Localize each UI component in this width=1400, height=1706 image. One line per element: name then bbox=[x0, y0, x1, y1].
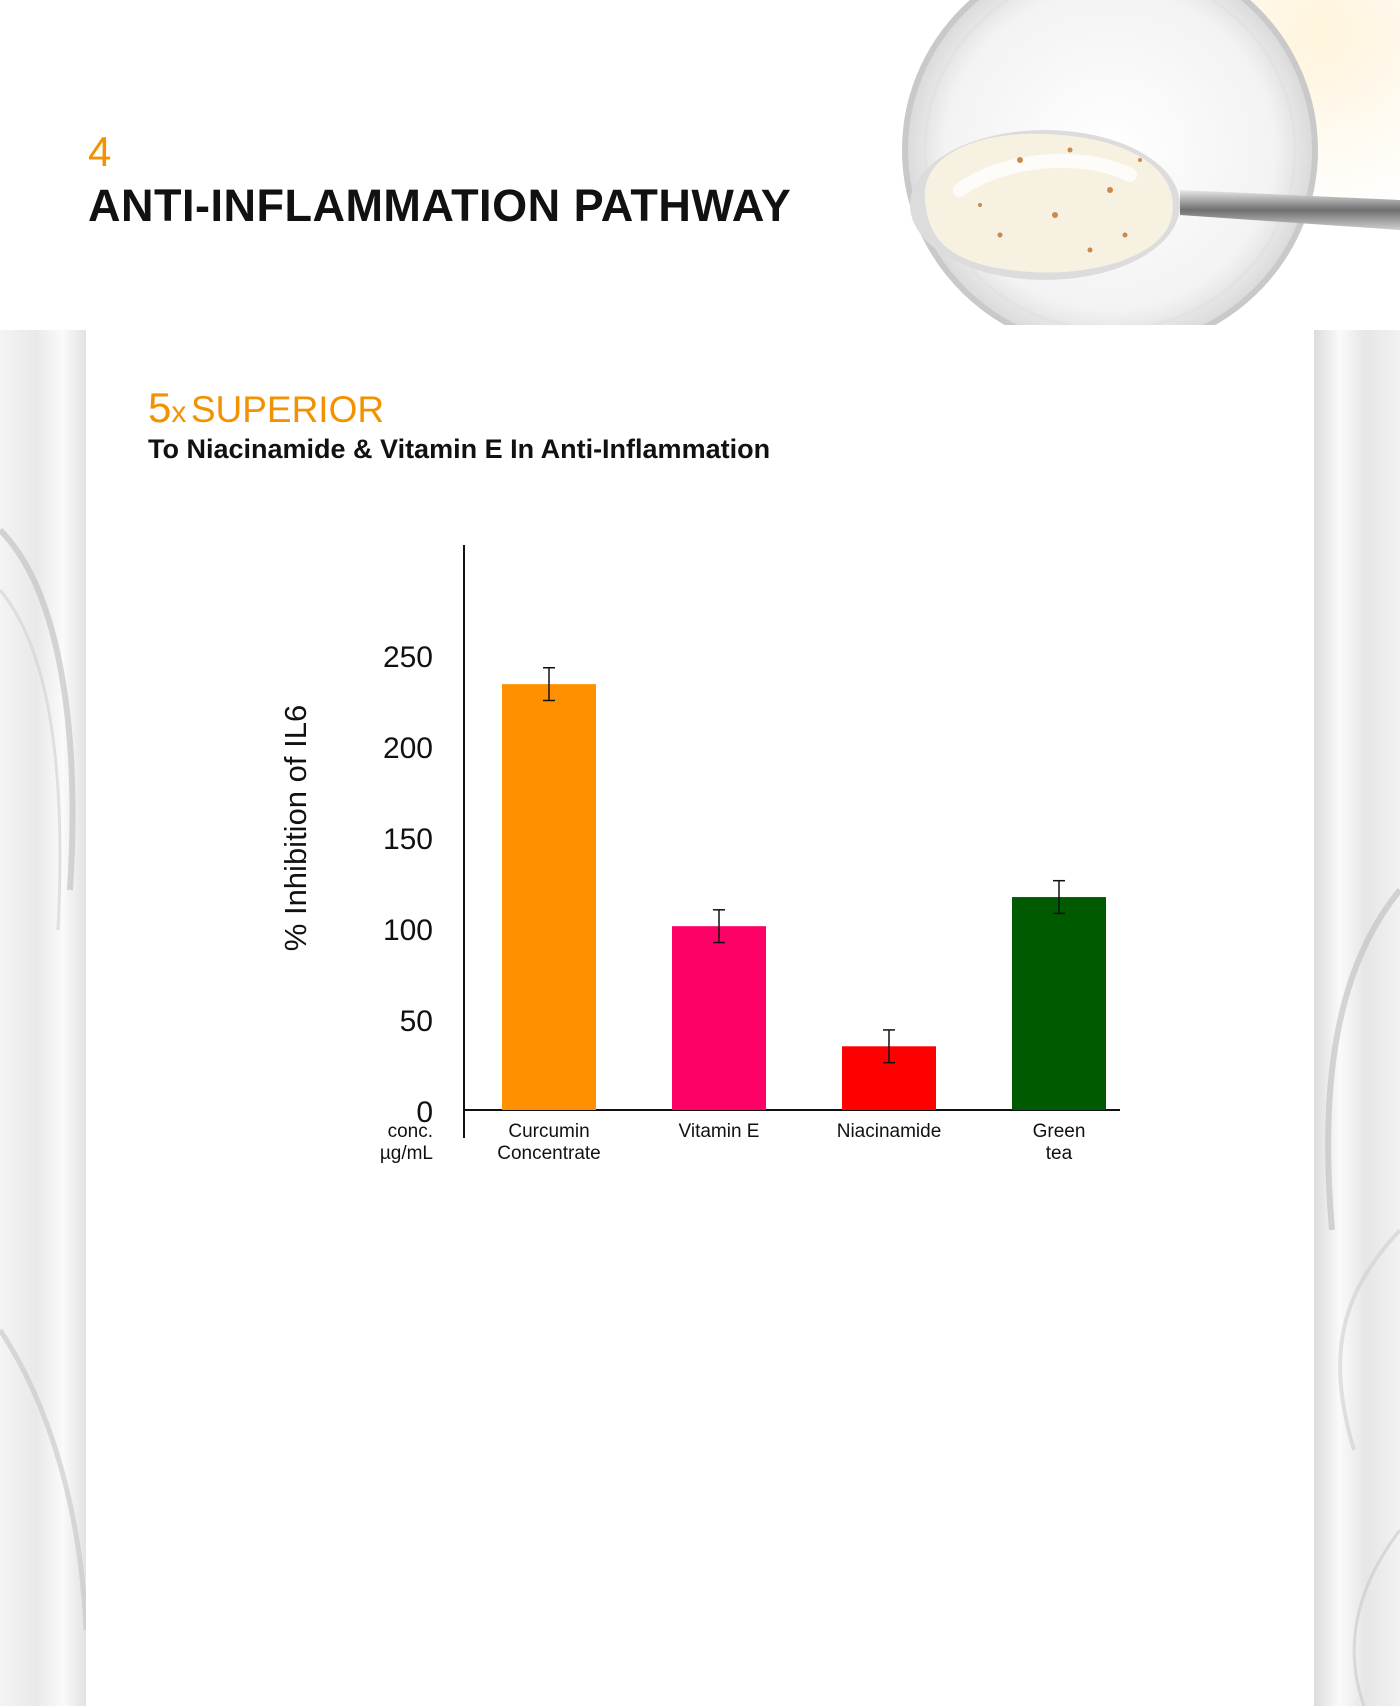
headline: 5x SUPERIOR bbox=[148, 384, 384, 432]
section-title: ANTI-INFLAMMATION PATHWAY bbox=[88, 180, 792, 231]
headline-word: SUPERIOR bbox=[190, 389, 385, 430]
section-number: 4 bbox=[88, 128, 112, 175]
subheadline: To Niacinamide & Vitamin E In Anti-Infla… bbox=[148, 434, 771, 464]
content-card bbox=[86, 325, 1314, 1706]
headline-multiplier-suffix: x bbox=[171, 396, 187, 429]
background-glass-right bbox=[1314, 330, 1400, 1706]
headline-multiplier: 5 bbox=[148, 384, 172, 431]
cream-spoon-dish-image bbox=[880, 0, 1400, 325]
background-glass-left bbox=[0, 330, 90, 1706]
